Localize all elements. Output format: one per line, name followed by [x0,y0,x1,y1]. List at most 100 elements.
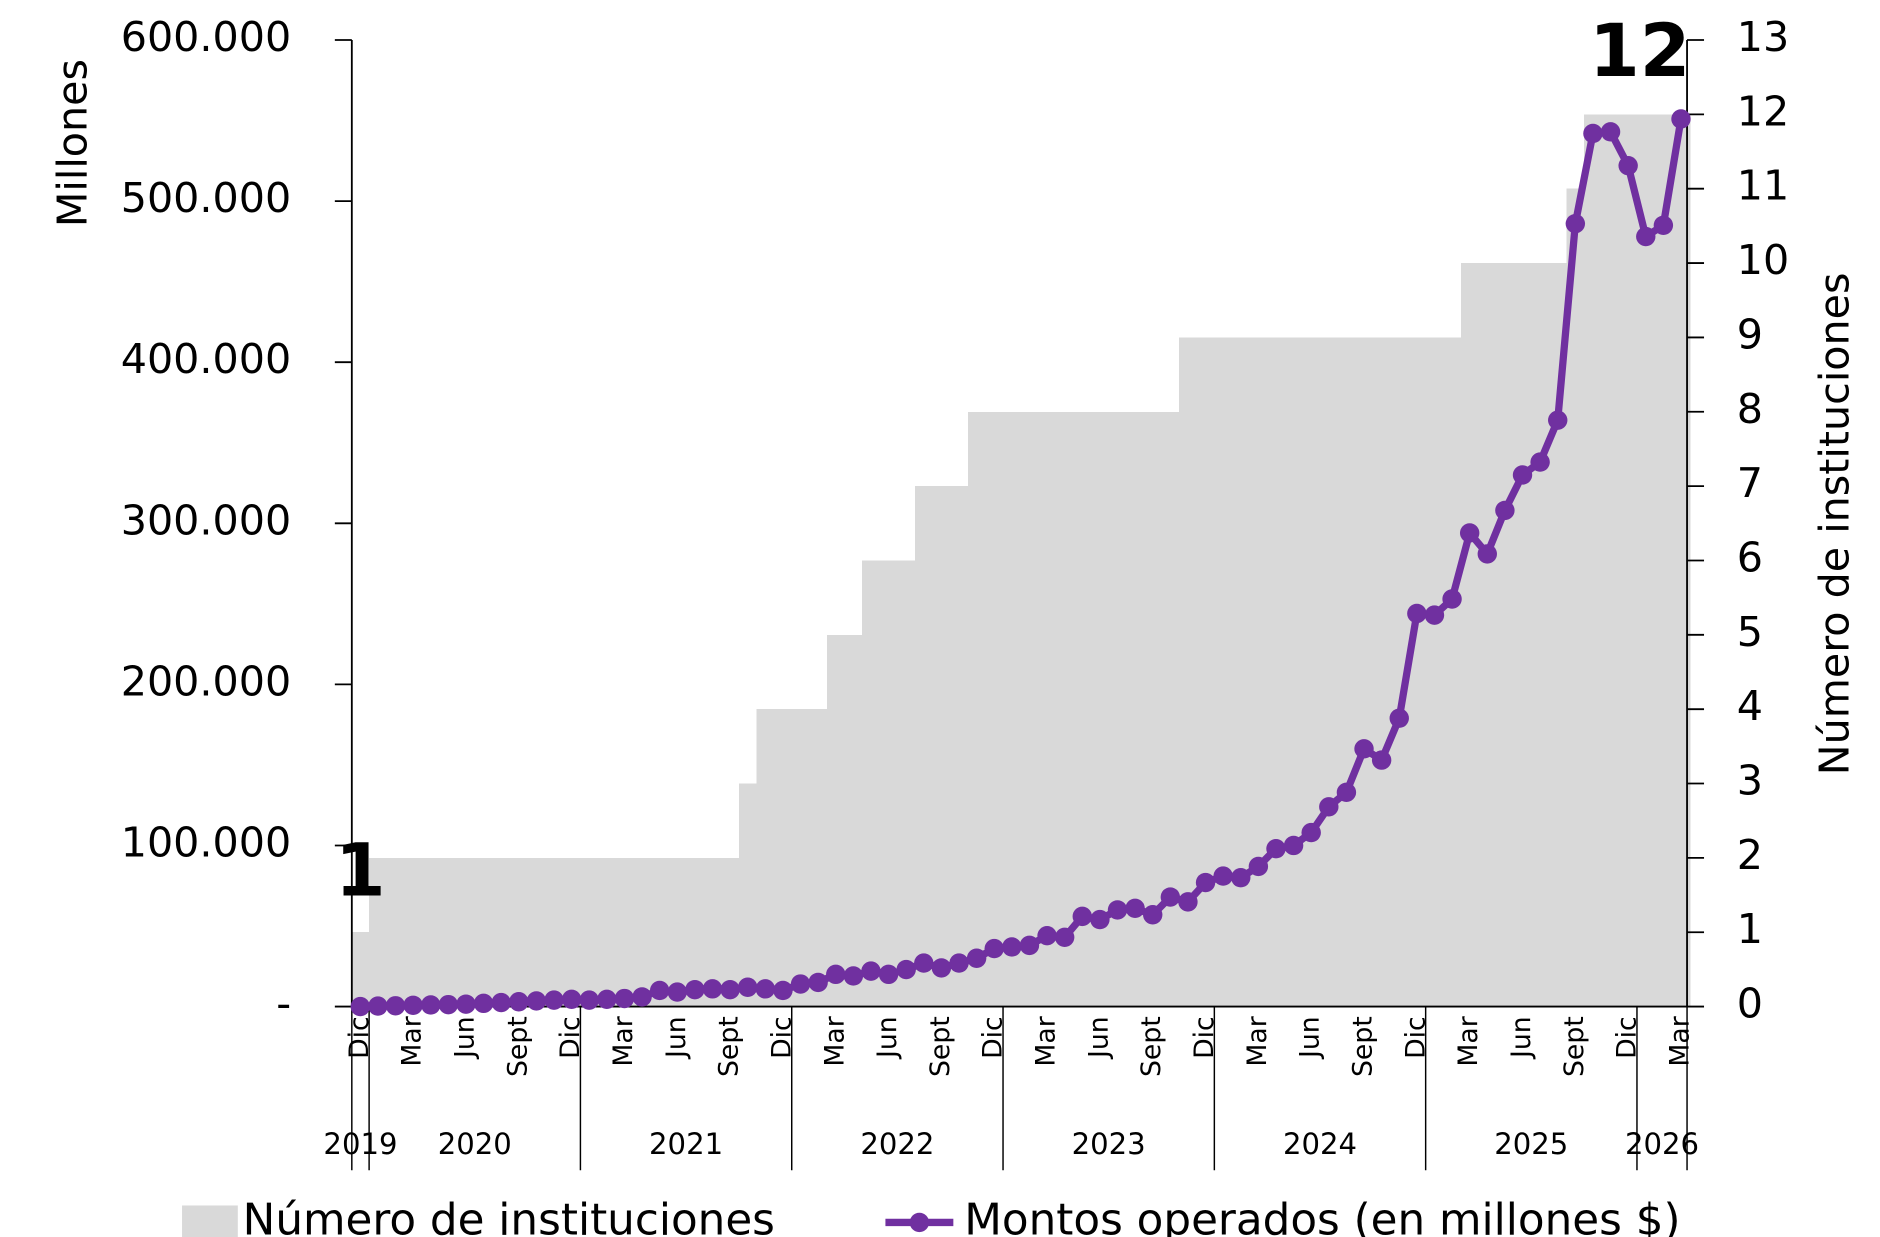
bar [1548,263,1568,1007]
year-label: 2021 [649,1127,723,1161]
bar [1196,337,1216,1007]
year-label: 2023 [1072,1127,1146,1161]
bar [580,857,599,1007]
x-tick-label: Dic [1400,1016,1431,1059]
x-tick-label: Sept [502,1016,533,1077]
line-point [385,996,406,1016]
line-point [421,995,441,1015]
line-point [491,992,511,1013]
bar [791,709,811,1007]
legend-label: Montos operados (en millones $) [964,1194,1680,1237]
bar [369,857,388,1007]
bar [1443,337,1462,1007]
legend-label: Número de instituciones [243,1194,775,1237]
line-point [544,990,564,1010]
bar [1566,188,1585,1007]
bar [686,857,705,1007]
bar [1038,411,1057,1007]
bar [809,709,828,1007]
line-point [403,995,423,1015]
line-point [1442,589,1462,609]
line-point [509,992,529,1012]
bar [1320,337,1339,1007]
line-point [773,980,793,1001]
axes [334,39,1705,1171]
line-point [1266,839,1286,859]
y2-tick-label: 11 [1737,162,1789,210]
bar [598,857,617,1007]
bar [404,857,423,1007]
bar [1636,114,1656,1007]
y2-tick-label: 8 [1737,385,1763,433]
line-point [1107,900,1128,920]
line-point [1231,868,1251,888]
line-point [966,948,987,968]
bar [351,932,370,1007]
x-tick-label: Dic [978,1016,1009,1059]
bar [1513,263,1533,1007]
annotation: 1 [335,829,386,914]
line-point [878,964,899,985]
line-point [1618,155,1638,176]
line-point [949,953,969,973]
y-tick-label: 300.000 [121,496,291,544]
bar [1179,337,1198,1007]
bar [1161,411,1180,1007]
x-tick-label: Mar [819,1016,850,1066]
x-tick-label: Mar [1242,1016,1273,1066]
line-point [738,977,758,997]
bar [932,486,951,1007]
x-tick-label: Mar [1453,1016,1484,1066]
bar [421,857,441,1007]
line-point [1319,797,1339,817]
line-point [614,988,635,1009]
line-point [1213,866,1233,886]
line-point [861,961,881,981]
y2-tick-label: 9 [1737,310,1763,358]
year-label: 2026 [1625,1127,1699,1161]
bar [756,709,775,1007]
bar [1284,337,1304,1007]
line-point [526,991,547,1011]
bar [985,411,1004,1007]
bar [703,857,723,1007]
y2-tick-label: 3 [1737,757,1763,805]
legend-swatch [182,1205,238,1237]
line-point [1583,123,1603,144]
annotation: 12 [1589,9,1690,94]
line-point [597,989,617,1010]
line-point [755,979,776,999]
bar [1302,337,1321,1007]
y2-tick-label: 0 [1737,980,1763,1028]
line-point [438,994,459,1015]
bar [457,857,476,1007]
line-point [1530,452,1550,472]
line-point [561,989,582,1010]
x-tick-label: Sept [1348,1016,1379,1077]
bar [1231,337,1251,1007]
bar [439,857,458,1007]
bar [844,634,863,1007]
bar [950,486,969,1007]
line-point [1283,835,1304,856]
bar [1584,114,1603,1007]
x-tick-label: Mar [397,1016,428,1066]
legend-swatch [909,1212,930,1233]
x-tick-label: Sept [1559,1016,1590,1077]
x-tick-label: Jun [661,1016,692,1060]
bar [386,857,406,1007]
y-tick-label: - [276,980,291,1028]
year-label: 2024 [1283,1127,1357,1161]
line-point [843,966,864,986]
x-tick-label: Sept [1136,1016,1167,1077]
x-tick-label: Jun [1295,1016,1326,1060]
line-point [1143,905,1163,925]
line-point [1195,872,1216,893]
line-point [1565,213,1586,234]
x-tick-label: Mar [608,1016,639,1066]
year-label: 2022 [860,1127,934,1161]
line-point [1424,605,1445,625]
bar [545,857,564,1007]
line-point [350,996,371,1017]
bar [1091,411,1110,1007]
